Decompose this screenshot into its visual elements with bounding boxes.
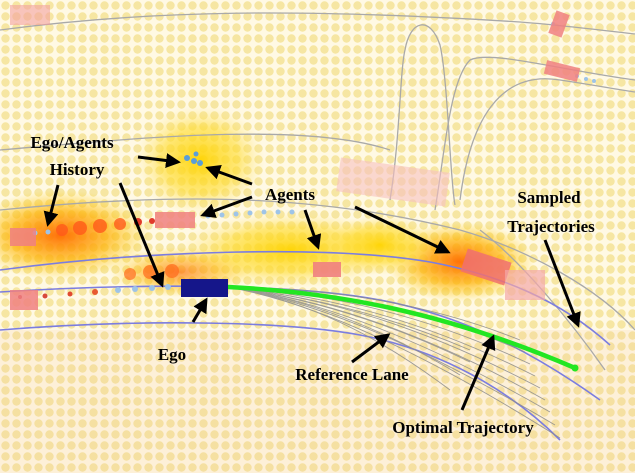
label-ego-agents-history-line1: Ego/Agents bbox=[30, 133, 114, 152]
optimal-trajectory-end bbox=[571, 364, 579, 372]
agent-box bbox=[548, 10, 570, 38]
agent-box-pale bbox=[336, 157, 450, 207]
dot-grid-warm-bottom bbox=[0, 330, 635, 473]
annotation-arrows bbox=[43, 153, 581, 411]
ego-vehicle bbox=[181, 279, 228, 297]
agent-box bbox=[155, 212, 195, 228]
agent-box bbox=[10, 228, 36, 246]
label-sampled-trajectories-line2: Trajectories bbox=[507, 217, 595, 236]
agent-box bbox=[460, 248, 512, 286]
optimal-trajectory bbox=[225, 284, 578, 371]
agent-box-pale bbox=[505, 270, 545, 300]
label-optimal-trajectory: Optimal Trajectory bbox=[392, 418, 534, 437]
reference-lane bbox=[0, 285, 601, 401]
label-ego-agents-history-line2: History bbox=[50, 160, 105, 179]
lane-lines bbox=[0, 250, 611, 441]
label-sampled-trajectories-line1: Sampled bbox=[517, 188, 581, 207]
agent-box bbox=[543, 60, 581, 82]
labels: Ego/Agents History Agents Sampled Trajec… bbox=[30, 133, 595, 437]
label-reference-lane: Reference Lane bbox=[295, 365, 409, 384]
map-lines bbox=[0, 12, 635, 371]
label-ego: Ego bbox=[158, 345, 186, 364]
label-agents: Agents bbox=[265, 185, 315, 204]
agent-box bbox=[10, 5, 50, 25]
agent-box bbox=[10, 290, 38, 310]
agents bbox=[10, 5, 581, 310]
agent-box bbox=[313, 262, 341, 277]
